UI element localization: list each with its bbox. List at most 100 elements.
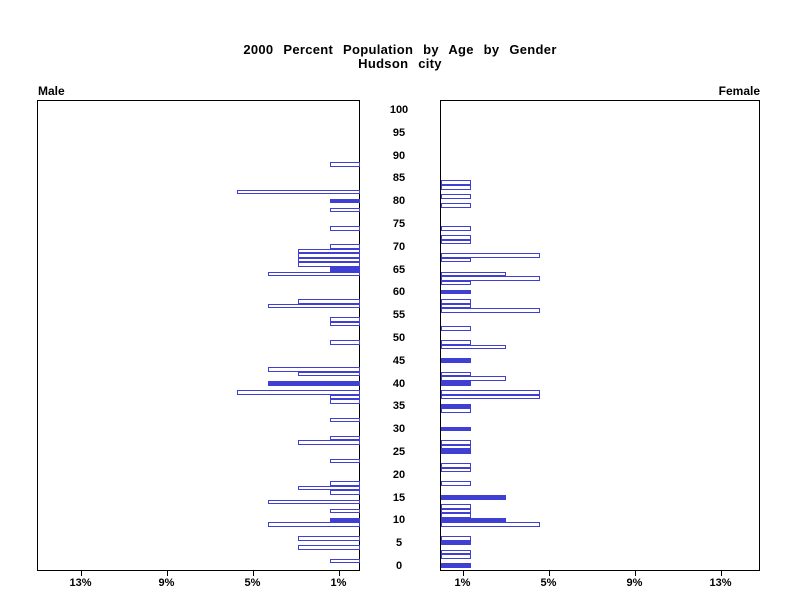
bar-male-age-16 [329,490,360,496]
age-axis-label-95: 95 [392,126,406,139]
bar-male-age-23 [329,458,360,464]
bar-female-age-22 [441,463,472,468]
bar-female-age-2 [441,554,472,559]
bar-male-age-74 [329,226,360,231]
female-percent-tick-5 [548,571,550,576]
age-axis-label-10: 10 [392,514,406,527]
bar-female-age-0 [441,563,472,568]
bar-female-age-63 [441,276,540,281]
bar-male-age-12 [329,508,360,514]
bar-male-age-40 [267,381,360,386]
female-percent-tick-9 [634,571,636,576]
female-percent-label-9: 9% [626,577,643,589]
age-axis-label-25: 25 [392,446,406,458]
bar-female-age-72 [441,235,472,240]
age-axis-label-70: 70 [392,240,406,253]
bar-female-age-56 [441,308,540,313]
bar-female-age-15 [441,495,506,500]
bar-male-age-43 [267,367,360,372]
age-axis-label-5: 5 [395,537,403,550]
bar-male-age-82 [237,189,360,195]
bar-male-age-68 [297,253,360,258]
bar-female-age-27 [441,440,472,445]
bar-female-age-74 [441,226,472,231]
male-percent-tick-5 [252,571,254,576]
bar-male-age-65 [329,267,360,272]
bar-male-age-80 [329,198,360,204]
female-panel-label: Female [718,84,760,98]
bar-male-age-58 [297,298,360,304]
bar-male-age-88 [329,162,360,167]
bar-male-age-42 [297,371,360,377]
bar-male-age-1 [329,558,360,564]
female-percent-tick-1 [462,571,464,576]
bar-female-age-11 [441,513,472,518]
male-percent-tick-1 [338,571,340,576]
chart-subtitle: Hudson city [358,56,442,71]
age-axis-label-40: 40 [392,377,406,390]
bar-female-age-30 [441,426,472,432]
bar-female-age-58 [441,298,472,304]
age-axis-label-30: 30 [392,423,406,436]
female-plot-panel [440,100,760,571]
age-axis-label-55: 55 [392,309,406,322]
bar-female-age-18 [441,481,472,486]
bar-male-age-37 [329,394,360,400]
male-plot-panel [37,100,360,571]
bar-female-age-6 [441,536,472,541]
male-percent-label-13: 13% [69,577,92,589]
bar-female-age-3 [441,549,472,555]
bar-female-age-38 [441,390,540,395]
bar-female-age-48 [441,344,506,350]
bar-female-age-34 [441,408,472,413]
age-axis-label-0: 0 [395,560,403,572]
age-axis-label-100: 100 [389,104,409,116]
bar-male-age-28 [329,435,360,441]
age-axis-label-45: 45 [392,354,406,367]
age-axis-label-60: 60 [392,286,406,299]
bar-male-age-54 [329,317,360,322]
female-percent-label-1: 1% [454,577,471,589]
bar-female-age-57 [441,303,472,309]
bar-male-age-6 [297,536,360,541]
female-percent-label-5: 5% [540,577,557,589]
bar-male-age-9 [267,522,360,527]
bar-female-age-12 [441,508,472,514]
bar-male-age-32 [329,417,360,423]
age-axis-label-80: 80 [392,195,406,208]
bar-female-age-41 [441,376,506,382]
bar-male-age-17 [297,485,360,491]
bar-female-age-83 [441,184,472,190]
bar-female-age-25 [441,449,472,454]
bar-female-age-81 [441,194,472,199]
bar-male-age-38 [237,390,360,395]
bar-male-age-36 [329,399,360,404]
age-axis-label-90: 90 [392,149,406,162]
bar-female-age-42 [441,371,472,377]
male-percent-label-9: 9% [158,577,175,589]
bar-female-age-52 [441,326,472,331]
bar-female-age-68 [441,253,540,258]
bar-male-age-4 [297,545,360,550]
bar-male-age-27 [297,440,360,445]
age-axis-label-35: 35 [392,400,406,413]
male-percent-tick-9 [166,571,168,576]
bar-female-age-10 [441,517,506,523]
bar-male-age-78 [329,207,360,213]
bar-female-age-84 [441,180,472,185]
bar-male-age-18 [329,481,360,486]
bar-female-age-5 [441,540,472,546]
bar-female-age-45 [441,358,472,363]
age-axis-label-75: 75 [392,218,406,230]
bar-female-age-71 [441,239,472,245]
bar-female-age-67 [441,257,472,263]
age-axis-label-15: 15 [392,491,406,504]
bar-female-age-79 [441,203,472,208]
bar-female-age-9 [441,522,540,527]
bar-female-age-49 [441,340,472,345]
bar-female-age-40 [441,381,472,386]
chart-title: 2000 Percent Population by Age by Gender [243,42,557,57]
male-percent-label-1: 1% [330,577,347,589]
bar-male-age-67 [297,257,360,263]
